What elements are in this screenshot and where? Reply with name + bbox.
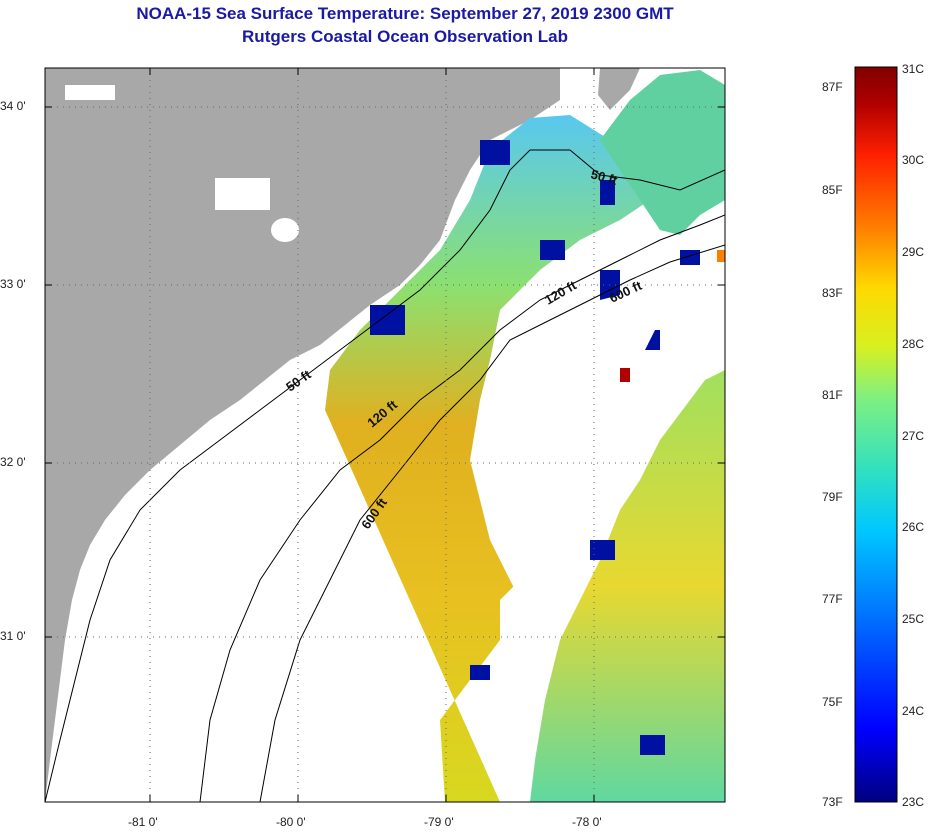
land-area [45, 68, 560, 802]
colorbar-c-label: 28C [902, 337, 925, 351]
lon-label: -81 0' [128, 815, 158, 829]
map-subtitle: Rutgers Coastal Ocean Observation Lab [242, 27, 568, 46]
axis-ticks [45, 68, 725, 802]
cloud-holes [500, 290, 660, 700]
lon-label: -80 0' [276, 815, 306, 829]
lat-label: 34 0' [0, 99, 26, 113]
sst-swath-main [325, 115, 650, 802]
colorbar-f-label: 77F [822, 592, 843, 606]
lake [271, 218, 299, 242]
colorbar-c-label: 31C [902, 62, 925, 76]
colorbar [854, 66, 898, 803]
colorbar-f-label: 73F [822, 795, 843, 809]
lake [65, 85, 115, 100]
warm-spot [717, 250, 725, 262]
sst-swath-east [530, 370, 725, 802]
colorbar-f-label: 85F [822, 183, 843, 197]
colorbar-c-label: 27C [902, 429, 925, 443]
colorbar-c-label: 25C [902, 612, 925, 626]
contour-600ft [259, 244, 725, 802]
contour-120ft [199, 214, 725, 802]
lake [215, 178, 270, 210]
colorbar-c-label: 30C [902, 153, 925, 167]
colorbar-c-label: 24C [902, 704, 925, 718]
depth-contours [45, 149, 725, 802]
warm-spot [620, 368, 630, 382]
colorbar-f-label: 79F [822, 490, 843, 504]
lon-label: -79 0' [424, 815, 454, 829]
map-frame [44, 67, 726, 803]
colorbar-c-label: 29C [902, 245, 925, 259]
colorbar-f-label: 81F [822, 388, 843, 402]
contour-label: 50 ft [589, 166, 619, 188]
sst-swath-north [600, 70, 725, 235]
colorbar-c-label: 23C [902, 795, 925, 809]
colorbar-f-label: 83F [822, 286, 843, 300]
map-title: NOAA-15 Sea Surface Temperature: Septemb… [136, 4, 674, 23]
lat-label: 31 0' [0, 629, 26, 643]
colorbar-f-label: 87F [822, 80, 843, 94]
lon-label: -78 0' [572, 815, 602, 829]
lat-label: 33 0' [0, 277, 26, 291]
colorbar-f-label: 75F [822, 695, 843, 709]
land-area-ne [598, 68, 640, 110]
lat-label: 32 0' [0, 455, 26, 469]
contour-50ft [45, 149, 725, 802]
cloud-edge-patches [370, 140, 700, 755]
graticule [45, 68, 725, 802]
colorbar-c-label: 26C [902, 520, 925, 534]
